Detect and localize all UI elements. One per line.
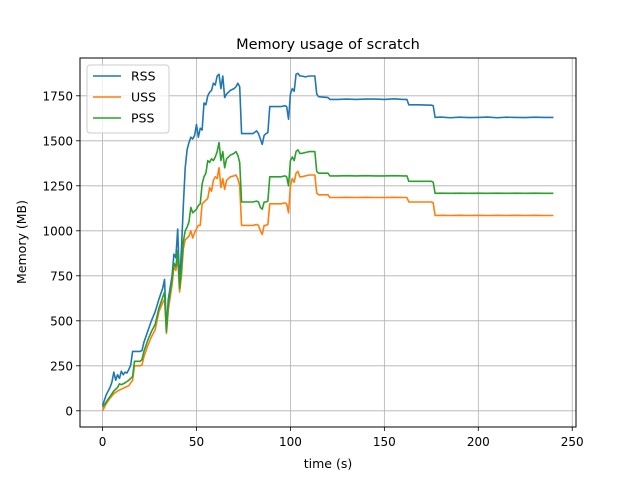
chart-title: Memory usage of scratch [236, 37, 420, 53]
series-lines [101, 72, 554, 412]
legend-label-pss: PSS [131, 111, 154, 126]
y-tick-label: 0 [65, 404, 73, 418]
legend-box [86, 64, 170, 134]
y-tick-label: 1000 [42, 224, 73, 238]
x-tick-label: 200 [467, 435, 490, 449]
x-axis-label: time (s) [304, 456, 352, 471]
x-tick-label: 150 [373, 435, 396, 449]
y-tick-label: 1750 [42, 89, 73, 103]
series-line-pss [101, 141, 554, 408]
y-tick-label: 500 [50, 314, 73, 328]
legend: RSS USS PSS [86, 64, 170, 134]
y-tick-label: 250 [50, 359, 73, 373]
x-tick-label: 250 [561, 435, 584, 449]
x-axis-ticks: 0 50 100 150 200 250 [99, 427, 584, 449]
x-tick-label: 50 [189, 435, 204, 449]
plot-frame [79, 57, 577, 428]
legend-label-rss: RSS [131, 69, 156, 84]
y-tick-label: 750 [50, 269, 73, 283]
x-tick-label: 0 [99, 435, 107, 449]
y-tick-label: 1500 [42, 134, 73, 148]
y-axis-ticks: 0 250 500 750 1000 1250 1500 1750 [42, 89, 80, 418]
y-axis-label: Memory (MB) [14, 200, 29, 284]
series-line-rss [101, 72, 554, 406]
x-tick-label: 100 [279, 435, 302, 449]
legend-label-uss: USS [131, 90, 156, 105]
y-tick-label: 1250 [42, 179, 73, 193]
grid-lines [80, 58, 576, 427]
